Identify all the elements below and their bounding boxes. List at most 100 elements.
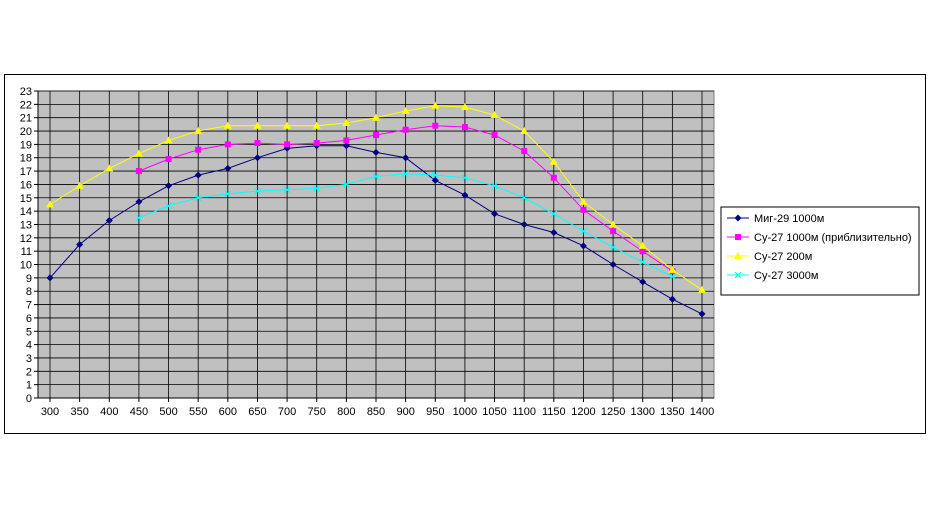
data-point bbox=[134, 149, 143, 157]
data-point bbox=[135, 198, 143, 206]
data-point bbox=[194, 127, 203, 135]
data-point bbox=[165, 156, 172, 163]
y-tick-label: 5 bbox=[26, 326, 32, 338]
data-point bbox=[343, 137, 350, 144]
data-point bbox=[76, 241, 84, 248]
data-point bbox=[46, 274, 54, 282]
legend-box bbox=[720, 206, 920, 296]
data-point bbox=[342, 181, 350, 188]
series-group bbox=[46, 101, 706, 318]
legend-entry: Су-27 200м bbox=[727, 251, 812, 263]
data-point bbox=[520, 194, 528, 202]
legend-label: Су-27 1000м (приблизительно) bbox=[754, 232, 912, 244]
data-point bbox=[75, 181, 84, 189]
series-3 bbox=[46, 101, 706, 293]
axes: 0123456789101112131415161718192021222330… bbox=[20, 86, 714, 418]
legend-entry: Миг-29 1000м bbox=[727, 213, 824, 225]
y-tick-label: 15 bbox=[20, 193, 32, 205]
data-point bbox=[283, 121, 292, 129]
data-point bbox=[342, 119, 351, 127]
y-tick-label: 11 bbox=[21, 246, 32, 258]
data-point bbox=[520, 220, 528, 228]
data-point bbox=[610, 228, 617, 235]
data-point bbox=[312, 121, 321, 129]
x-tick-label: 900 bbox=[396, 406, 414, 418]
data-point bbox=[550, 228, 558, 236]
x-tick-label: 450 bbox=[130, 406, 148, 418]
data-point bbox=[491, 210, 499, 218]
x-tick-label: 1150 bbox=[542, 406, 566, 418]
y-tick-label: 21 bbox=[20, 113, 32, 125]
legend-label: Миг-29 1000м bbox=[754, 213, 824, 225]
data-point bbox=[402, 126, 409, 133]
legend-entry: Су-27 3000м bbox=[727, 270, 818, 282]
data-point bbox=[194, 194, 202, 202]
chart-frame: 0 1 2 3 4 5 6 7 8 9 10 11 12 13 14 15 16 17 18 19 20 21 22 23 30… bbox=[4, 74, 926, 434]
data-point bbox=[491, 182, 498, 190]
data-point bbox=[373, 132, 379, 139]
data-point bbox=[223, 121, 232, 129]
data-point bbox=[521, 148, 528, 155]
x-tick-label: 400 bbox=[100, 406, 118, 418]
data-point bbox=[224, 164, 232, 172]
legend-entry: Су-27 1000м (приблизительно) bbox=[727, 232, 912, 244]
data-point bbox=[580, 227, 587, 235]
data-point bbox=[372, 113, 380, 121]
y-tick-label: 12 bbox=[20, 233, 32, 245]
data-point bbox=[550, 210, 558, 218]
data-point bbox=[431, 101, 440, 109]
data-point bbox=[402, 154, 410, 162]
data-point bbox=[609, 243, 617, 251]
data-point bbox=[135, 214, 143, 222]
data-point bbox=[254, 140, 261, 147]
legend-marker bbox=[735, 234, 741, 240]
y-tick-label: 0 bbox=[26, 393, 32, 405]
x-tick-label: 850 bbox=[367, 406, 385, 418]
y-tick-label: 19 bbox=[20, 139, 32, 151]
x-tick-label: 1250 bbox=[601, 406, 625, 418]
x-tick-label: 1300 bbox=[630, 406, 654, 418]
data-point bbox=[460, 103, 469, 111]
data-point bbox=[283, 186, 291, 194]
series-4 bbox=[135, 170, 676, 280]
y-tick-label: 10 bbox=[20, 260, 32, 272]
data-point bbox=[372, 173, 380, 180]
y-tick-label: 2 bbox=[26, 366, 32, 378]
data-point bbox=[46, 200, 54, 208]
y-tick-label: 1 bbox=[26, 380, 32, 392]
data-point bbox=[372, 148, 380, 156]
data-point bbox=[579, 242, 587, 250]
y-tick-label: 13 bbox=[20, 219, 32, 231]
data-point bbox=[135, 168, 142, 175]
x-tick-label: 350 bbox=[70, 406, 88, 418]
x-tick-label: 1200 bbox=[571, 406, 595, 418]
data-point bbox=[639, 258, 647, 266]
data-point bbox=[313, 185, 321, 192]
data-point bbox=[195, 146, 202, 153]
x-tick-label: 650 bbox=[248, 406, 266, 418]
x-tick-label: 300 bbox=[41, 406, 59, 418]
x-tick-label: 550 bbox=[189, 406, 207, 418]
legend-marker bbox=[734, 252, 742, 259]
legend-marker bbox=[734, 271, 742, 279]
x-tick-label: 950 bbox=[426, 406, 444, 418]
y-tick-label: 23 bbox=[20, 86, 32, 98]
data-point bbox=[639, 278, 647, 286]
data-point bbox=[668, 295, 676, 303]
data-point bbox=[698, 285, 706, 293]
data-point bbox=[165, 202, 172, 210]
y-tick-label: 18 bbox=[20, 153, 32, 165]
data-point bbox=[431, 171, 439, 179]
y-tick-label: 17 bbox=[20, 166, 32, 178]
y-tick-label: 6 bbox=[26, 313, 32, 325]
x-tick-label: 700 bbox=[278, 406, 296, 418]
x-tick-label: 1050 bbox=[482, 406, 506, 418]
y-tick-label: 4 bbox=[26, 340, 32, 352]
data-point bbox=[461, 191, 469, 199]
data-point bbox=[638, 241, 647, 249]
data-point bbox=[639, 248, 646, 255]
data-point bbox=[105, 216, 113, 224]
data-point bbox=[254, 187, 261, 195]
y-tick-label: 9 bbox=[26, 273, 32, 285]
legend-marker bbox=[734, 214, 742, 222]
